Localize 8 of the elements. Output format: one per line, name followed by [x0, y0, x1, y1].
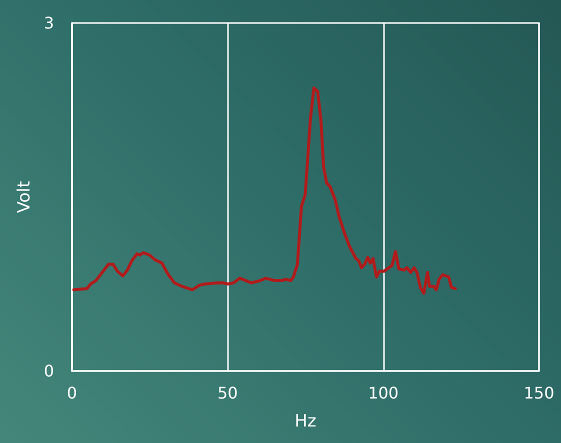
x-tick-label: 100: [368, 384, 399, 402]
x-tick-label: 0: [66, 384, 78, 402]
x-axis-title: Hz: [294, 412, 316, 432]
line-series: [72, 86, 457, 295]
y-axis-title: Volt: [14, 180, 34, 214]
y-tick-label: 3: [44, 14, 54, 32]
x-tick-label: 50: [217, 384, 238, 402]
x-tick-label: 150: [524, 384, 554, 402]
